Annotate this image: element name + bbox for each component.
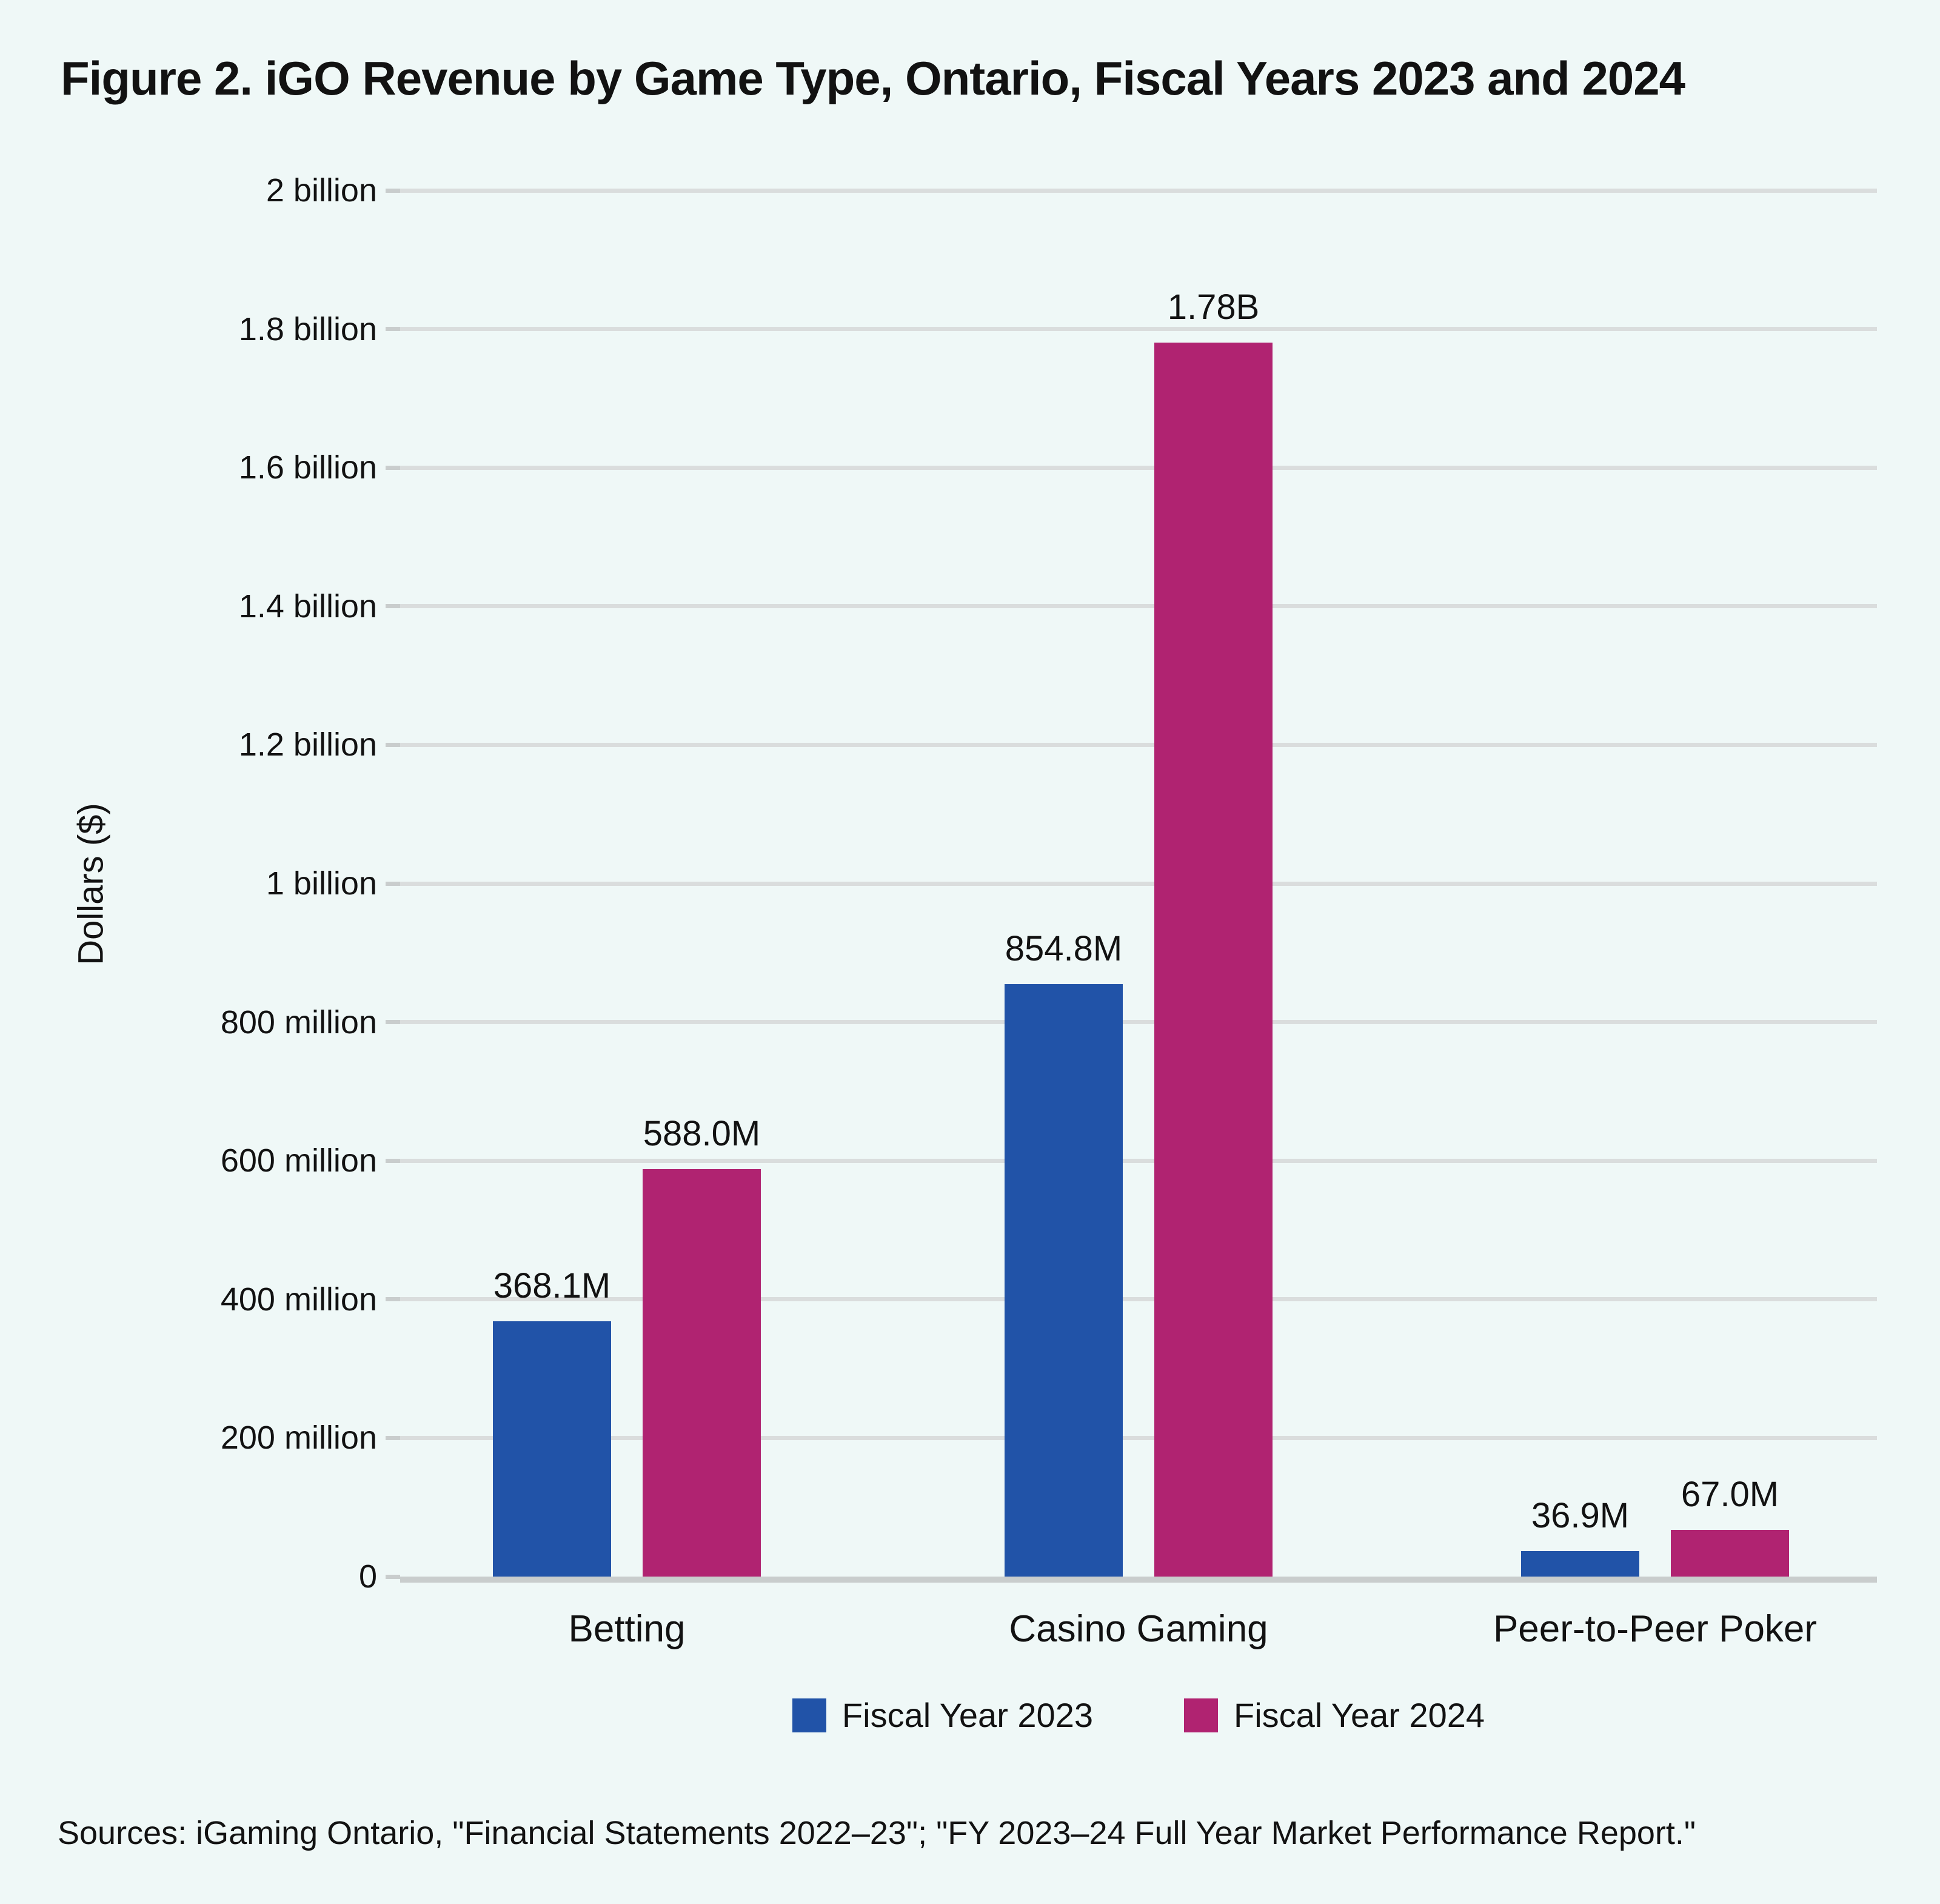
- chart-title: Figure 2. iGO Revenue by Game Type, Onta…: [61, 52, 1685, 105]
- legend-swatch-fiscal-year-2023: [792, 1698, 826, 1732]
- y-tick-mark-1-4-billion: [386, 604, 400, 609]
- y-tick-mark-800-million: [386, 1020, 400, 1025]
- y-tick-label-1-billion: 1 billion: [266, 865, 377, 902]
- y-tick-mark-0: [386, 1574, 400, 1579]
- source-note: Sources: iGaming Ontario, "Financial Sta…: [58, 1815, 1696, 1851]
- y-tick-mark-400-million: [386, 1297, 400, 1302]
- bar-betting-fiscal-year-2024: [643, 1168, 761, 1577]
- legend-label-fiscal-year-2023: Fiscal Year 2023: [841, 1696, 1093, 1734]
- bar-value-label-betting-fiscal-year-2024: 588.0M: [643, 1113, 761, 1153]
- legend: Fiscal Year 2023 Fiscal Year 2024: [400, 1698, 1877, 1733]
- bar-value-label-peer-to-peer-poker-fiscal-year-2024: 67.0M: [1681, 1475, 1779, 1515]
- gridline-200-million: [400, 1435, 1877, 1440]
- legend-item-fiscal-year-2024: Fiscal Year 2024: [1184, 1698, 1485, 1733]
- y-tick-label-1-4-billion: 1.4 billion: [238, 588, 377, 625]
- y-tick-mark-1-6-billion: [386, 465, 400, 470]
- y-tick-label-800-million: 800 million: [220, 1004, 377, 1041]
- bar-peer-to-peer-poker-fiscal-year-2023: [1521, 1550, 1639, 1577]
- gridline-400-million: [400, 1297, 1877, 1302]
- x-axis-baseline: [400, 1577, 1877, 1583]
- bar-value-label-casino-gaming-fiscal-year-2023: 854.8M: [1005, 928, 1123, 968]
- legend-swatch-fiscal-year-2024: [1184, 1698, 1218, 1732]
- gridline-600-million: [400, 1158, 1877, 1163]
- gridline-1-4-billion: [400, 604, 1877, 609]
- bar-value-label-casino-gaming-fiscal-year-2024: 1.78B: [1167, 287, 1260, 327]
- y-tick-mark-1-billion: [386, 881, 400, 886]
- bar-value-label-peer-to-peer-poker-fiscal-year-2023: 36.9M: [1531, 1495, 1630, 1535]
- gridline-2-billion: [400, 188, 1877, 193]
- y-tick-label-1-2-billion: 1.2 billion: [238, 726, 377, 763]
- y-tick-label-2-billion: 2 billion: [266, 172, 377, 209]
- y-tick-label-400-million: 400 million: [220, 1281, 377, 1318]
- gridline-1-6-billion: [400, 465, 1877, 470]
- x-axis-label-peer-to-peer-poker: Peer-to-Peer Poker: [1493, 1608, 1818, 1650]
- x-axis-label-casino-gaming: Casino Gaming: [1009, 1608, 1268, 1650]
- x-axis-label-betting: Betting: [568, 1608, 686, 1650]
- y-tick-mark-200-million: [386, 1435, 400, 1440]
- legend-item-fiscal-year-2023: Fiscal Year 2023: [792, 1698, 1093, 1733]
- y-tick-label-600-million: 600 million: [220, 1142, 377, 1179]
- bar-peer-to-peer-poker-fiscal-year-2024: [1671, 1530, 1789, 1577]
- y-tick-mark-1-2-billion: [386, 742, 400, 747]
- y-tick-mark-2-billion: [386, 188, 400, 193]
- y-tick-mark-1-8-billion: [386, 327, 400, 332]
- y-tick-label-0: 0: [358, 1558, 377, 1595]
- bar-casino-gaming-fiscal-year-2024: [1154, 343, 1273, 1577]
- gridline-800-million: [400, 1020, 1877, 1025]
- y-tick-label-1-6-billion: 1.6 billion: [238, 449, 377, 486]
- gridline-1-8-billion: [400, 327, 1877, 332]
- y-tick-label-200-million: 200 million: [220, 1420, 377, 1456]
- y-tick-label-1-8-billion: 1.8 billion: [238, 310, 377, 347]
- bar-casino-gaming-fiscal-year-2023: [1005, 984, 1123, 1577]
- bar-value-label-betting-fiscal-year-2023: 368.1M: [493, 1266, 611, 1306]
- y-tick-mark-600-million: [386, 1158, 400, 1163]
- gridline-1-billion: [400, 881, 1877, 886]
- bar-betting-fiscal-year-2023: [493, 1321, 611, 1577]
- gridline-1-2-billion: [400, 742, 1877, 747]
- legend-label-fiscal-year-2024: Fiscal Year 2024: [1234, 1696, 1485, 1734]
